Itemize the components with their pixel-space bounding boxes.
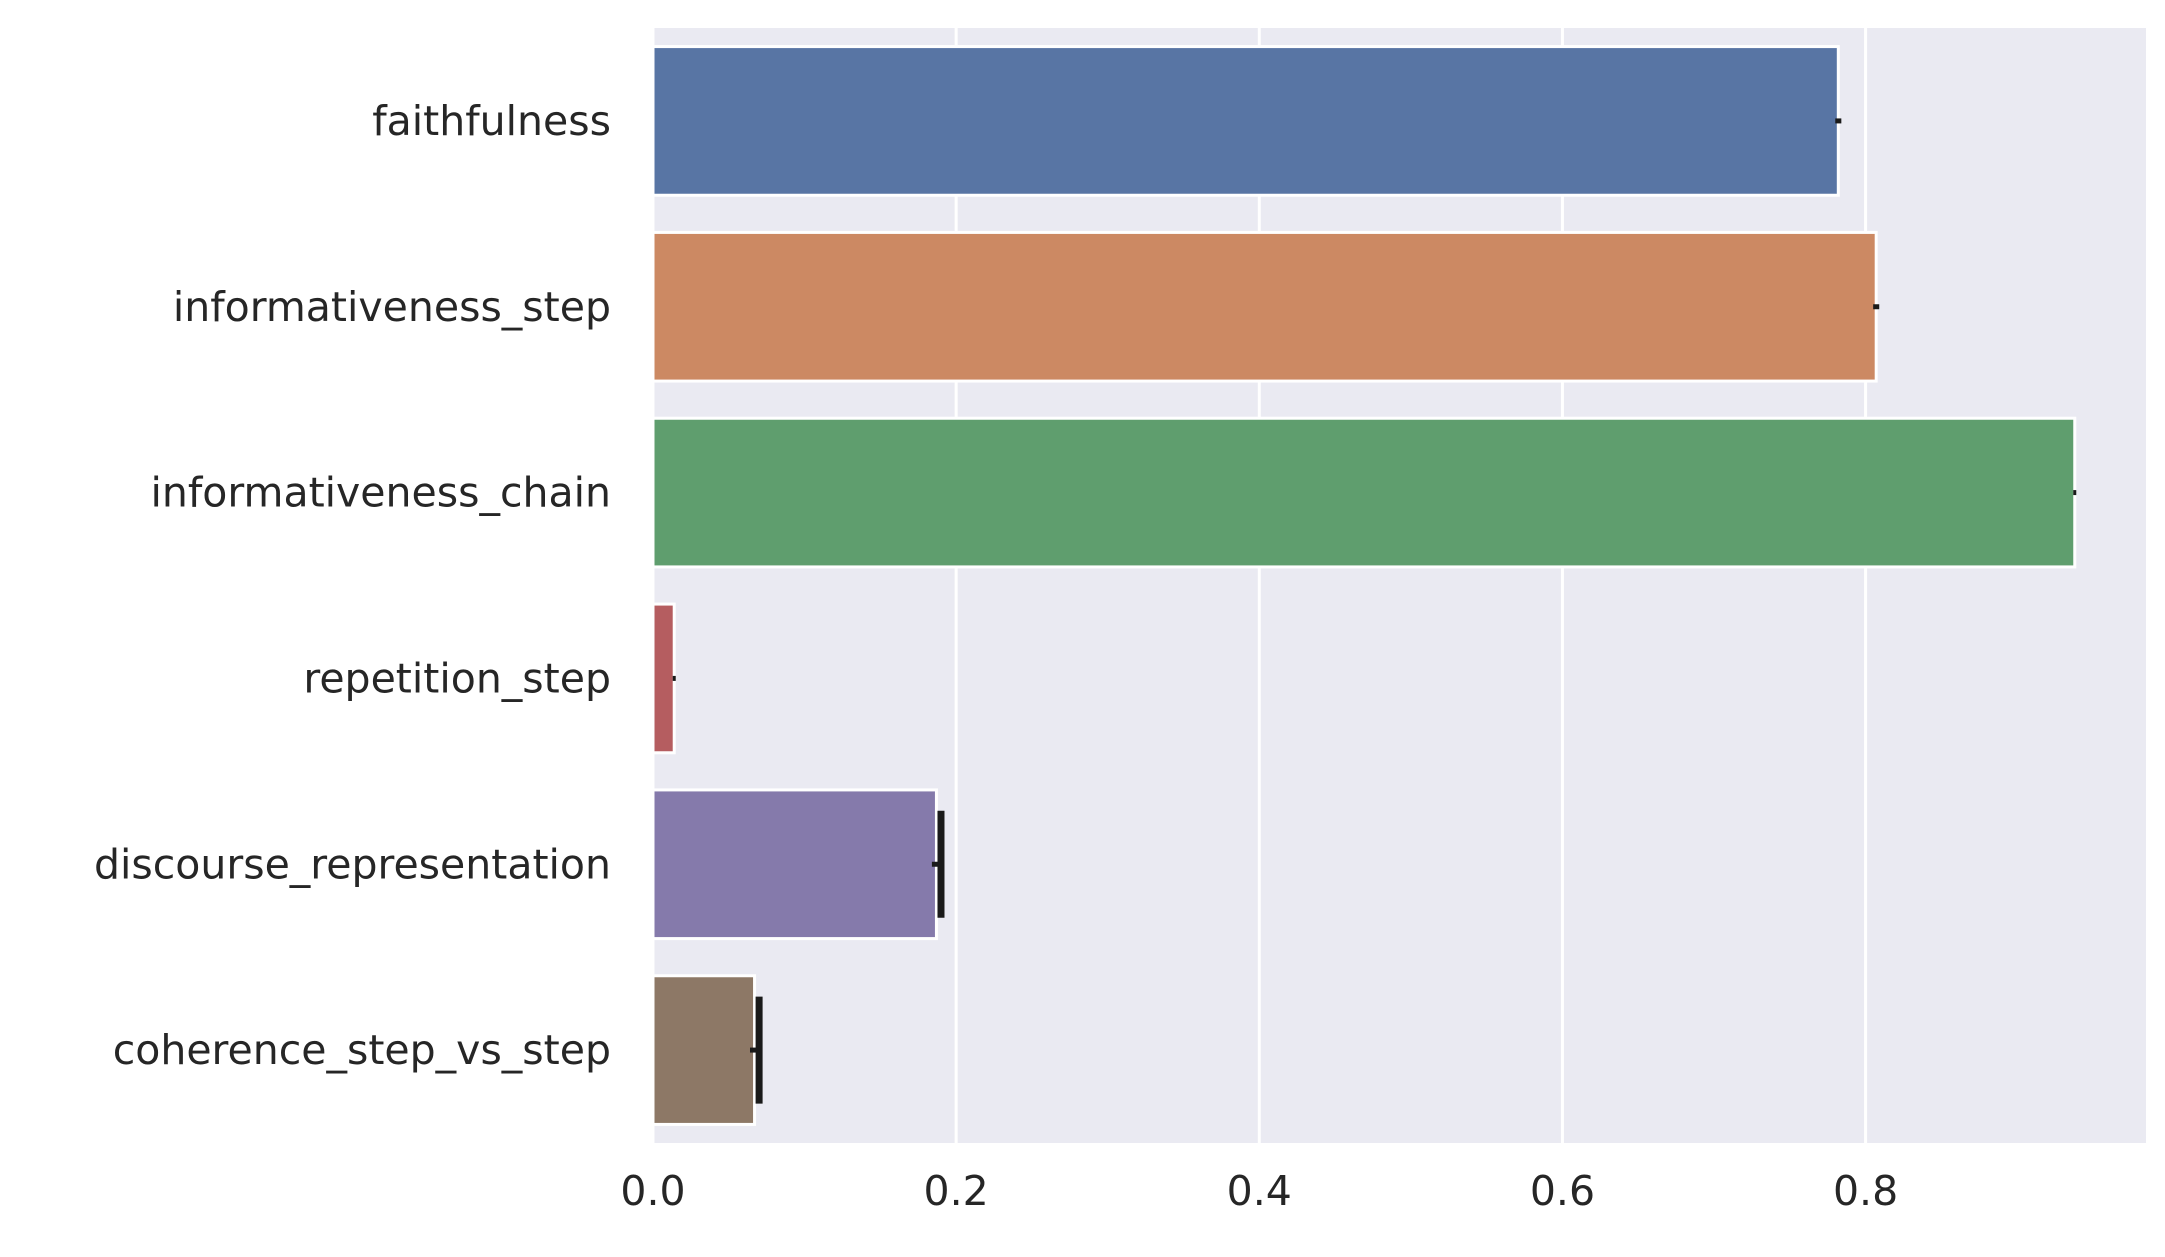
gridlines bbox=[651, 28, 1868, 1143]
bar-repetition-step bbox=[651, 602, 676, 755]
x-tick-label: 0.6 bbox=[1530, 1167, 1595, 1215]
bar-coherence-step-vs-step bbox=[651, 974, 757, 1126]
x-tick-label: 0.0 bbox=[620, 1167, 685, 1215]
category-label: informativeness_chain bbox=[150, 469, 611, 517]
category-label: coherence_step_vs_step bbox=[113, 1026, 611, 1074]
category-label: discourse_representation bbox=[94, 840, 611, 888]
x-tick-label: 0.8 bbox=[1833, 1167, 1898, 1215]
bars bbox=[651, 45, 2077, 1126]
category-label: repetition_step bbox=[303, 654, 611, 702]
bar-faithfulness bbox=[651, 45, 1840, 197]
category-label: informativeness_step bbox=[173, 283, 611, 331]
bar-informativeness-step bbox=[651, 230, 1878, 383]
bar-discourse-representation bbox=[651, 788, 938, 941]
category-label: faithfulness bbox=[372, 97, 611, 145]
x-tick-labels: 0.0 0.2 0.4 0.6 0.8 bbox=[620, 1167, 1898, 1215]
x-tick-label: 0.4 bbox=[1227, 1167, 1292, 1215]
x-tick-label: 0.2 bbox=[924, 1167, 989, 1215]
category-labels: faithfulness informativeness_step informat… bbox=[94, 97, 611, 1074]
bar-informativeness-chain bbox=[651, 416, 2077, 569]
plot-background bbox=[653, 28, 2146, 1143]
error-bars bbox=[672, 118, 2077, 1104]
